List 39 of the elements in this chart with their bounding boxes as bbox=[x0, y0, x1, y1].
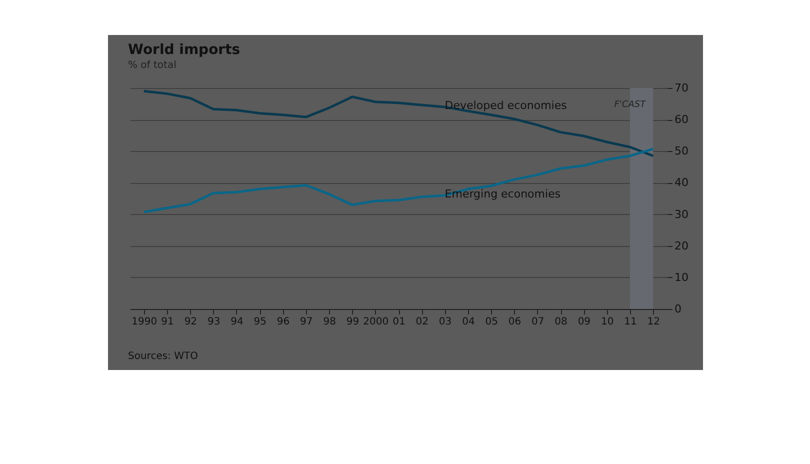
chart-subtitle: % of total bbox=[128, 60, 176, 71]
y-tick-label: 60 bbox=[674, 113, 688, 126]
y-tick-label: 40 bbox=[674, 176, 688, 190]
x-tick-label: 04 bbox=[462, 316, 475, 328]
x-tick-label: 06 bbox=[508, 316, 522, 328]
x-tick-label: 96 bbox=[276, 316, 290, 328]
x-tick-label: 03 bbox=[438, 316, 452, 328]
x-tick-label: 99 bbox=[346, 316, 360, 328]
chart-title: World imports bbox=[128, 42, 240, 58]
x-tick-label: 07 bbox=[532, 316, 544, 328]
x-tick-label: 93 bbox=[207, 316, 220, 328]
x-tick-label: 09 bbox=[578, 316, 591, 328]
x-tick-label: 91 bbox=[161, 316, 174, 328]
y-tick-label: 0 bbox=[674, 302, 682, 316]
x-tick-label: 92 bbox=[184, 316, 198, 328]
line-series bbox=[142, 90, 654, 158]
x-tick-label: 2000 bbox=[363, 316, 389, 328]
y-tick-label: 30 bbox=[674, 208, 688, 221]
y-tick-label: 20 bbox=[674, 239, 688, 252]
x-tick-label: 12 bbox=[647, 316, 660, 328]
band-label: F'CAST bbox=[614, 100, 648, 110]
series-label: Emerging economies bbox=[444, 187, 561, 200]
x-tick-label: 95 bbox=[254, 316, 266, 328]
x-tick-label: 11 bbox=[624, 316, 637, 328]
x-tick-label: 05 bbox=[485, 316, 498, 328]
x-tick-label: 97 bbox=[300, 316, 313, 328]
y-tick-label: 50 bbox=[674, 144, 688, 158]
source-note: Sources: WTO bbox=[128, 351, 198, 362]
x-tick-label: 08 bbox=[554, 316, 568, 328]
x-tick-label: 98 bbox=[323, 316, 336, 328]
x-tick-label: 10 bbox=[600, 316, 614, 328]
x-tick-label: 02 bbox=[416, 316, 429, 328]
series-label: Developed economies bbox=[444, 98, 568, 112]
x-tick-label: 01 bbox=[392, 316, 406, 328]
x-tick-label: 94 bbox=[230, 316, 244, 328]
y-tick-label: 70 bbox=[674, 82, 688, 94]
line-series bbox=[142, 148, 654, 214]
x-tick-label: 1990 bbox=[132, 316, 158, 328]
y-tick-label: 10 bbox=[674, 270, 688, 284]
